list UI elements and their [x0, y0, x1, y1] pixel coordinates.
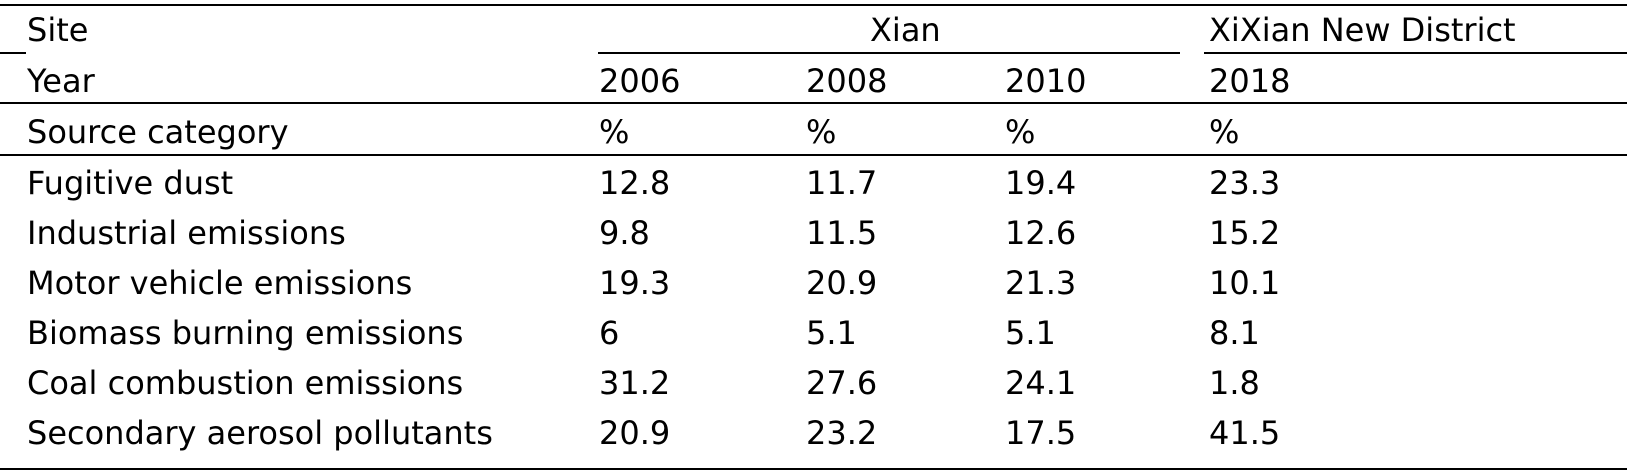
- value-2010: 19.4: [1005, 164, 1077, 202]
- value-2008: 5.1: [806, 314, 857, 352]
- value-2010: 24.1: [1005, 364, 1077, 402]
- row-category-label: Secondary aerosol pollutants: [27, 414, 493, 452]
- table-row: Industrial emissions 9.8 11.5 12.6 15.2: [0, 208, 1627, 258]
- header-unit-2008: %: [806, 113, 837, 151]
- header-unit-2006: %: [599, 113, 630, 151]
- value-2018: 8.1: [1209, 314, 1260, 352]
- xixian-group-underline: [1204, 52, 1627, 54]
- header-year-row: Year 2006 2008 2010 2018: [0, 56, 1627, 106]
- row-category-label: Motor vehicle emissions: [27, 264, 413, 302]
- value-2010: 12.6: [1005, 214, 1077, 252]
- value-2006: 12.8: [599, 164, 671, 202]
- header-site-row: Site Xian XiXian New District: [0, 5, 1627, 55]
- row-category-label: Biomass burning emissions: [27, 314, 464, 352]
- table-bottom-rule: [0, 468, 1627, 470]
- table-row: Fugitive dust 12.8 11.7 19.4 23.3: [0, 158, 1627, 208]
- header-unit-2010: %: [1005, 113, 1036, 151]
- value-2018: 15.2: [1209, 214, 1281, 252]
- value-2006: 6: [599, 314, 620, 352]
- table-row: Motor vehicle emissions 19.3 20.9 21.3 1…: [0, 258, 1627, 308]
- value-2018: 10.1: [1209, 264, 1281, 302]
- xian-group-underline: [598, 52, 1180, 54]
- header-unit-row: Source category % % % %: [0, 107, 1627, 157]
- value-2010: 5.1: [1005, 314, 1056, 352]
- value-2006: 9.8: [599, 214, 650, 252]
- value-2006: 19.3: [599, 264, 671, 302]
- value-2008: 11.7: [806, 164, 878, 202]
- header-year-2010: 2010: [1005, 62, 1087, 100]
- header-site-label: Site: [27, 11, 89, 49]
- table-top-rule: [0, 4, 1627, 6]
- header-year-label: Year: [27, 62, 95, 100]
- value-2006: 31.2: [599, 364, 671, 402]
- header-year-2018: 2018: [1209, 62, 1291, 100]
- header-source-category-label: Source category: [27, 113, 289, 151]
- value-2010: 17.5: [1005, 414, 1077, 452]
- year-row-rule: [0, 102, 1627, 104]
- row-category-label: Industrial emissions: [27, 214, 346, 252]
- value-2008: 23.2: [806, 414, 878, 452]
- table-row: Secondary aerosol pollutants 20.9 23.2 1…: [0, 408, 1627, 458]
- header-year-2008: 2008: [806, 62, 888, 100]
- table-row: Biomass burning emissions 6 5.1 5.1 8.1: [0, 308, 1627, 358]
- value-2018: 41.5: [1209, 414, 1281, 452]
- value-2018: 1.8: [1209, 364, 1260, 402]
- value-2008: 27.6: [806, 364, 878, 402]
- value-2006: 20.9: [599, 414, 671, 452]
- row-category-label: Fugitive dust: [27, 164, 234, 202]
- row-category-label: Coal combustion emissions: [27, 364, 464, 402]
- value-2018: 23.3: [1209, 164, 1281, 202]
- site-header-underline: [0, 52, 26, 54]
- table-row: Coal combustion emissions 31.2 27.6 24.1…: [0, 358, 1627, 408]
- header-group-xixian: XiXian New District: [1209, 11, 1516, 49]
- value-2008: 11.5: [806, 214, 878, 252]
- value-2008: 20.9: [806, 264, 878, 302]
- header-bottom-rule: [0, 154, 1627, 156]
- header-group-xian: Xian: [870, 11, 941, 49]
- header-unit-2018: %: [1209, 113, 1240, 151]
- header-year-2006: 2006: [599, 62, 681, 100]
- value-2010: 21.3: [1005, 264, 1077, 302]
